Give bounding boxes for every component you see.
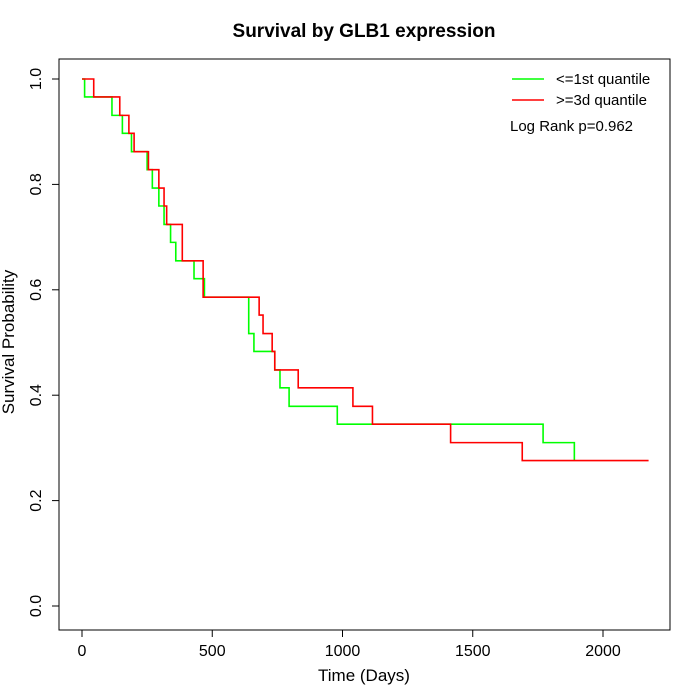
series-layer [82, 78, 649, 462]
y-axis: 0.0 0.2 0.4 0.6 0.8 1.0 [28, 68, 60, 617]
survival-curve-low [82, 78, 576, 461]
chart-title: Survival by GLB1 expression [233, 21, 496, 42]
x-tick-label: 500 [199, 643, 226, 660]
x-axis-label: Time (Days) [318, 666, 410, 685]
survival-curve-high [82, 78, 649, 462]
x-axis: 0 500 1000 1500 2000 [78, 629, 621, 660]
plot-frame [58, 58, 671, 631]
y-tick-label: 1.0 [28, 68, 45, 90]
y-tick-label: 0.8 [28, 173, 45, 195]
y-tick-label: 0.6 [28, 279, 45, 301]
y-axis-label: Survival Probability [0, 269, 18, 414]
x-tick-label: 2000 [585, 643, 621, 660]
legend-label: <=1st quantile [556, 71, 650, 88]
log-rank-annotation: Log Rank p=0.962 [510, 118, 633, 135]
x-tick-label: 0 [78, 643, 87, 660]
y-tick-label: 0.4 [28, 384, 45, 406]
x-tick-label: 1000 [325, 643, 361, 660]
legend-label: >=3d quantile [556, 92, 647, 109]
x-tick-label: 1500 [455, 643, 491, 660]
y-tick-label: 0.0 [28, 595, 45, 617]
y-tick-label: 0.2 [28, 489, 45, 511]
legend: <=1st quantile >=3d quantile [512, 71, 650, 109]
